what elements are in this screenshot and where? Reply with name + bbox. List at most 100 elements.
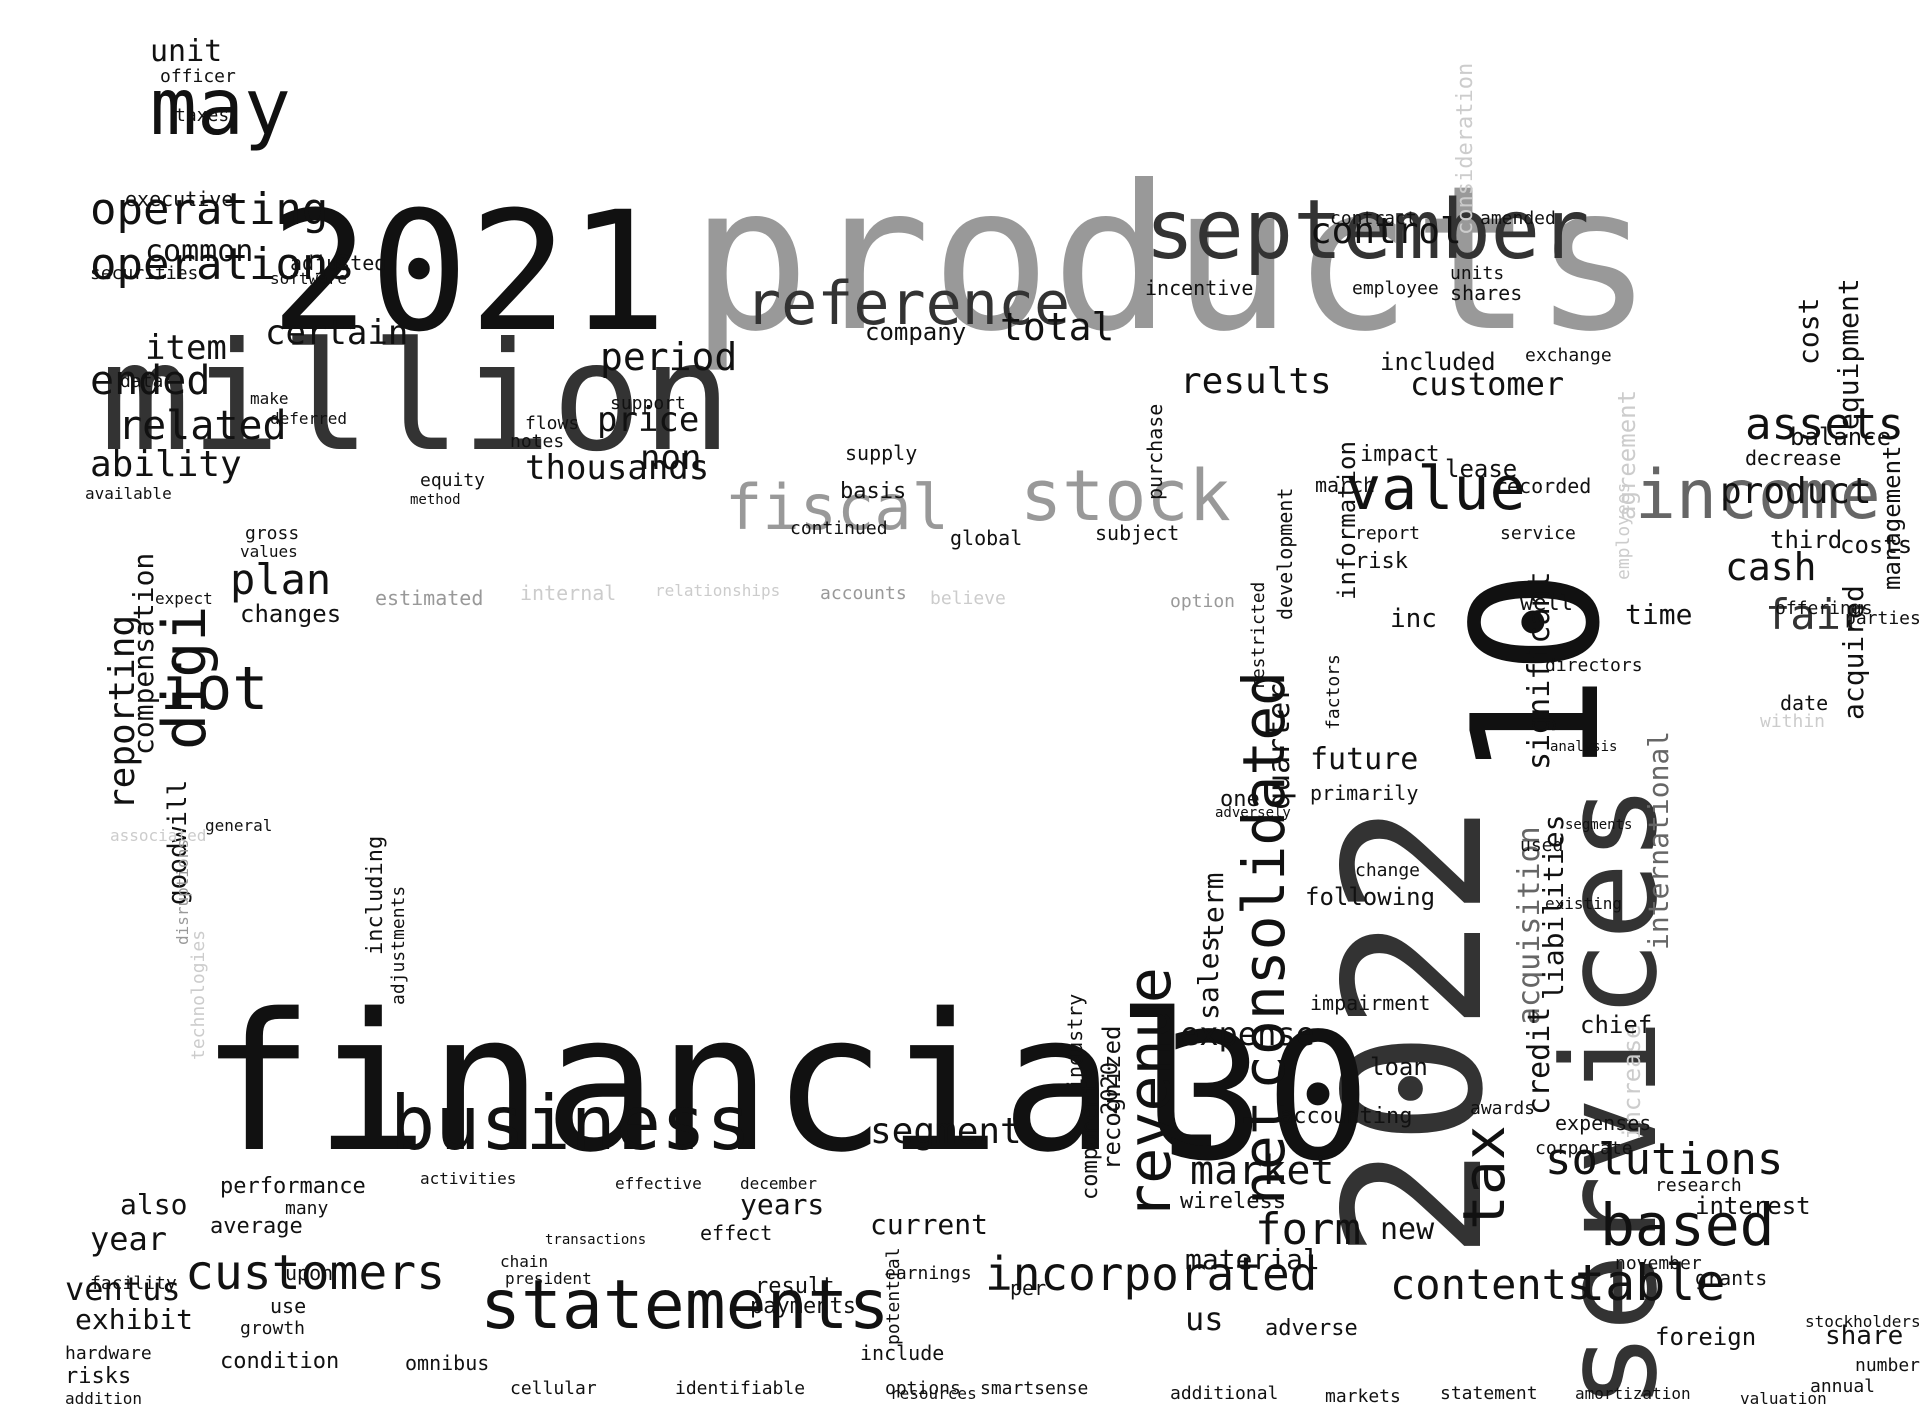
word-officer: officer bbox=[160, 65, 236, 87]
word-impairment: impairment bbox=[1310, 991, 1431, 1015]
word-existing: existing bbox=[1545, 894, 1623, 914]
word-factors: factors bbox=[1323, 654, 1344, 730]
word-cellular: cellular bbox=[510, 1377, 597, 1399]
word-results: results bbox=[1180, 361, 1332, 403]
word-control: control bbox=[1310, 211, 1462, 253]
word-also: also bbox=[120, 1188, 188, 1222]
word-units: units bbox=[1450, 262, 1505, 284]
word-general: general bbox=[205, 816, 273, 836]
word-support: support bbox=[610, 392, 686, 414]
word-well: well bbox=[1520, 591, 1573, 617]
word-included: included bbox=[1380, 347, 1496, 376]
word-chain: chain bbox=[500, 1252, 549, 1272]
word-loan: loan bbox=[1370, 1052, 1428, 1081]
word-contents: contents bbox=[1390, 1260, 1593, 1310]
word-executive: executive bbox=[125, 187, 234, 211]
word-march: march bbox=[1315, 473, 1376, 497]
word-30: 30 bbox=[1160, 997, 1371, 1201]
word-identifiable: identifiable bbox=[675, 1377, 806, 1399]
word-analysis: analysis bbox=[1550, 739, 1618, 756]
word-2021: 2021 bbox=[270, 175, 668, 368]
word-cash: cash bbox=[1725, 544, 1817, 589]
word-operating: operating bbox=[90, 183, 329, 235]
word-ability: ability bbox=[90, 444, 242, 486]
word-technologies: technologies bbox=[188, 929, 209, 1060]
word-information: information bbox=[1333, 441, 1361, 600]
word-iot: iot bbox=[160, 654, 269, 724]
word-certain: certain bbox=[265, 313, 409, 354]
word-expense: expense bbox=[1180, 1014, 1315, 1053]
word-chief: chief bbox=[1580, 1010, 1653, 1039]
word-employees: employees bbox=[1613, 482, 1634, 580]
word-primarily: primarily bbox=[1310, 781, 1419, 805]
word-market: market bbox=[1190, 1148, 1335, 1194]
word-equipment: equipment bbox=[1832, 278, 1865, 430]
word-many: many bbox=[285, 1197, 329, 1219]
word-valuation: valuation bbox=[1740, 1389, 1827, 1408]
word-gross: gross bbox=[245, 522, 300, 544]
word-change: change bbox=[1355, 859, 1421, 881]
word-shares: shares bbox=[1450, 281, 1523, 305]
word-activities: activities bbox=[420, 1169, 517, 1189]
word-research: research bbox=[1655, 1174, 1742, 1196]
word-omnibus: omnibus bbox=[405, 1351, 490, 1375]
word-average: average bbox=[210, 1214, 303, 1240]
word-costs: costs bbox=[1840, 530, 1913, 559]
word-customer: customer bbox=[1410, 364, 1565, 403]
word-parties: parties bbox=[1845, 607, 1920, 629]
word-compensation: compensation bbox=[127, 552, 160, 755]
word-subject: subject bbox=[1095, 521, 1180, 545]
word-condition: condition bbox=[220, 1349, 340, 1375]
word-deferred: deferred bbox=[270, 409, 348, 429]
word-adjusted: adjusted bbox=[290, 251, 387, 275]
word-awards: awards bbox=[1470, 1097, 1536, 1119]
word-equity: equity bbox=[420, 469, 486, 491]
word-internal: internal bbox=[520, 581, 617, 605]
word-continued: continued bbox=[790, 517, 888, 539]
word-ventus: ventus bbox=[65, 1269, 181, 1308]
word-transactions: transactions bbox=[545, 1232, 647, 1249]
word-directors: directors bbox=[1545, 654, 1643, 676]
word-used: used bbox=[1520, 834, 1564, 856]
word-payments: payments bbox=[750, 1294, 856, 1320]
word-corporate: corporate bbox=[1535, 1137, 1633, 1159]
word-quarter: quarter bbox=[1262, 683, 1297, 810]
word-solutions: solutions bbox=[1545, 1133, 1784, 1185]
word-securities: securities bbox=[90, 262, 199, 284]
word-assets: assets bbox=[1745, 398, 1904, 450]
word-unit: unit bbox=[150, 33, 223, 69]
word-november: november bbox=[1615, 1252, 1702, 1274]
word-industry: industry bbox=[1063, 993, 1087, 1090]
word-exhibit: exhibit bbox=[75, 1303, 194, 1337]
word-segments: segments bbox=[1565, 817, 1633, 834]
word-products: products bbox=[690, 143, 1654, 376]
word-notes: notes bbox=[510, 430, 565, 452]
word-december: december bbox=[740, 1174, 818, 1194]
word-term: term bbox=[1197, 872, 1230, 940]
word-global: global bbox=[950, 526, 1023, 550]
word-hardware: hardware bbox=[65, 1342, 152, 1364]
word-estimated: estimated bbox=[375, 586, 484, 610]
word-ended: ended bbox=[90, 358, 211, 404]
word-report: report bbox=[1355, 522, 1421, 544]
word-exchange: exchange bbox=[1525, 344, 1612, 366]
word-supply: supply bbox=[845, 441, 918, 465]
word-effect: effect bbox=[700, 1221, 773, 1245]
word-new: new bbox=[1380, 1211, 1435, 1247]
word-contract: contract bbox=[1330, 207, 1417, 229]
word-third: third bbox=[1770, 525, 1843, 554]
word-markets: markets bbox=[1325, 1385, 1401, 1407]
word-business: business bbox=[390, 1079, 752, 1168]
word-disruptions: disruptions bbox=[173, 839, 192, 945]
word-reference: reference bbox=[745, 269, 1071, 339]
word-period: period bbox=[600, 334, 738, 379]
word-earnings: earnings bbox=[885, 1262, 972, 1284]
word-offerings: offerings bbox=[1775, 597, 1873, 619]
word-based: based bbox=[1600, 1190, 1775, 1259]
word-fair: fair bbox=[1765, 590, 1867, 640]
word-financial: financial bbox=[200, 972, 1230, 1194]
word-inc: inc bbox=[1390, 603, 1437, 634]
word-wireless: wireless bbox=[1180, 1189, 1286, 1215]
word-basis: basis bbox=[840, 479, 907, 505]
